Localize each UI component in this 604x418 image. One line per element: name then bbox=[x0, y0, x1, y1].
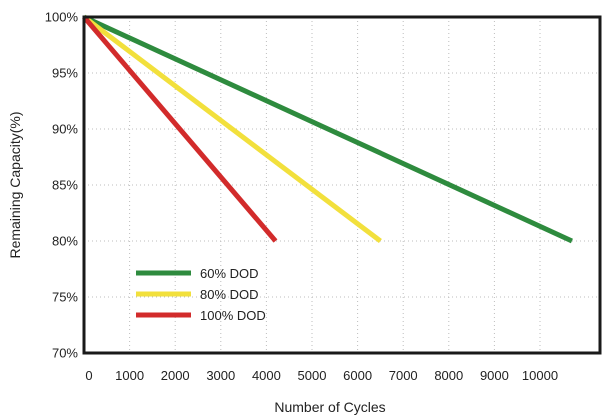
y-tick-label: 80% bbox=[52, 234, 78, 249]
legend-label-1: 60% DOD bbox=[200, 266, 259, 281]
grid bbox=[84, 17, 600, 353]
legend-label-3: 100% DOD bbox=[200, 308, 266, 323]
x-tick-label: 8000 bbox=[434, 368, 463, 383]
x-tick-label: 2000 bbox=[161, 368, 190, 383]
legend: 60% DOD 80% DOD 100% DOD bbox=[136, 266, 266, 323]
y-tick-label: 75% bbox=[52, 290, 78, 305]
y-axis-title: Remaining Capacity(%) bbox=[7, 111, 23, 258]
series-line-2 bbox=[82, 15, 382, 243]
x-tick-label: 1000 bbox=[115, 368, 144, 383]
x-tick-labels: 0 1000 2000 3000 4000 5000 6000 7000 8000 9000 100… bbox=[85, 368, 558, 383]
x-axis-title: Number of Cycles bbox=[274, 399, 385, 415]
x-tick-label: 5000 bbox=[298, 368, 327, 383]
series-line-3 bbox=[82, 15, 278, 243]
y-tick-label: 100% bbox=[45, 10, 79, 25]
y-tick-label: 95% bbox=[52, 66, 78, 81]
x-tick-label: 0 bbox=[85, 368, 92, 383]
x-tick-label: 6000 bbox=[343, 368, 372, 383]
y-tick-label: 85% bbox=[52, 178, 78, 193]
y-tick-label: 90% bbox=[52, 122, 78, 137]
x-tick-label: 7000 bbox=[389, 368, 418, 383]
x-tick-label: 4000 bbox=[252, 368, 281, 383]
plot-frame bbox=[82, 15, 602, 355]
legend-label-2: 80% DOD bbox=[200, 287, 259, 302]
y-tick-label: 70% bbox=[52, 346, 78, 361]
series-lines bbox=[82, 14, 573, 244]
x-tick-label: 10000 bbox=[522, 368, 558, 383]
y-tick-labels: 100% 95% 90% 85% 80% 75% 70% bbox=[45, 10, 79, 361]
series-line-1 bbox=[82, 14, 573, 244]
x-tick-label: 3000 bbox=[206, 368, 235, 383]
x-tick-label: 9000 bbox=[480, 368, 509, 383]
